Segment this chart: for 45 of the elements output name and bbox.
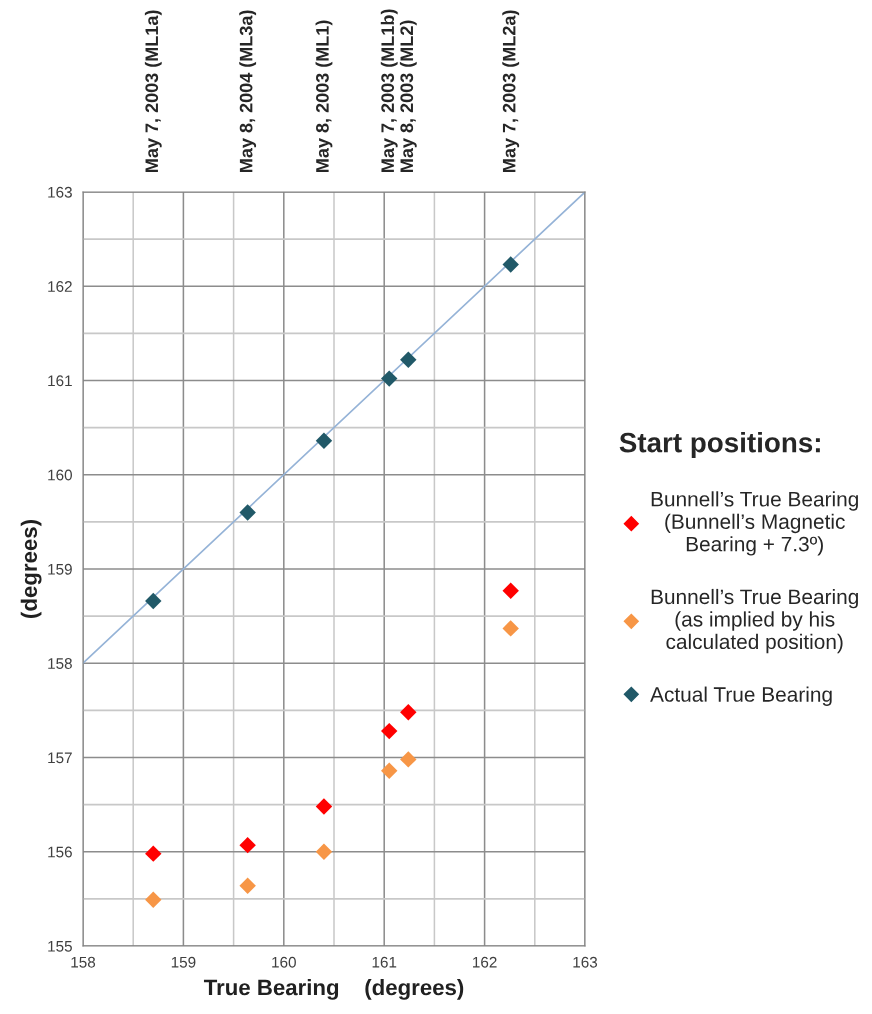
x-tick-label: 160	[272, 956, 296, 968]
x-tick-label: 163	[573, 956, 598, 968]
point	[145, 845, 162, 862]
text: May 8, 2004 (ML3a)	[239, 10, 257, 172]
legend-label: Actual True Bearing	[650, 686, 832, 706]
point	[502, 582, 519, 599]
text: May 8, 2003 (ML1)	[315, 20, 333, 172]
x-axis-title: True Bearing (degrees)	[203, 978, 464, 1000]
y-tick-label: 155	[48, 941, 72, 952]
point	[315, 432, 333, 450]
text: May 7, 2003 (ML1b)	[380, 9, 398, 172]
point	[239, 504, 256, 521]
point	[502, 620, 519, 637]
y-tick-label: 157	[48, 752, 72, 764]
point	[315, 798, 333, 815]
point	[145, 592, 162, 610]
y-tick-label: 159	[48, 563, 72, 575]
y-tick-label: 161	[48, 375, 72, 387]
point	[381, 370, 398, 387]
legend-title: Start positions:	[619, 432, 820, 458]
legend-label: Bunnell’s True Bearing (Bunnell’s Magnetic Bearing + 7.3º)	[651, 491, 858, 556]
point	[502, 256, 519, 273]
point	[239, 836, 256, 854]
x-tick-label: 162	[473, 956, 497, 968]
text: May 7, 2003 (ML2a)	[502, 10, 520, 172]
y-tick-label: 156	[48, 846, 72, 858]
point	[239, 877, 256, 894]
point	[400, 351, 417, 368]
text: May 7, 2003 (ML1a)	[144, 10, 162, 172]
y-tick-label: 160	[48, 469, 72, 481]
point	[381, 722, 398, 740]
point	[400, 704, 417, 721]
x-tick-label: 161	[372, 956, 397, 968]
point	[381, 762, 398, 779]
point	[145, 891, 162, 909]
y-tick-label: 162	[48, 281, 72, 292]
y-tick-label: 163	[48, 186, 72, 198]
point	[315, 843, 333, 860]
x-tick-label: 159	[171, 956, 196, 968]
text: May 8, 2003 (ML2)	[399, 20, 417, 172]
y-axis-title: (degrees)	[20, 520, 42, 618]
y-tick-label: 158	[48, 658, 72, 669]
point	[400, 751, 417, 768]
x-tick-label: 158	[71, 956, 96, 968]
legend-label: Bunnell’s True Bearing (as implied by his calculated position)	[651, 588, 858, 654]
